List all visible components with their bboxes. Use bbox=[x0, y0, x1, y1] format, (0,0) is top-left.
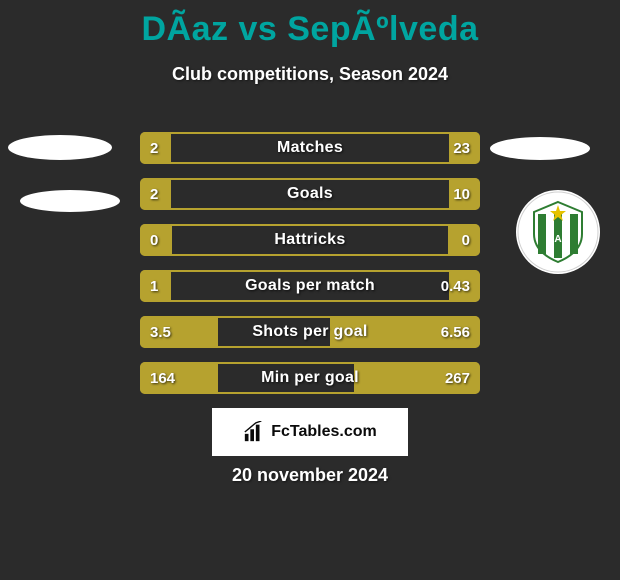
brand-box: FcTables.com bbox=[212, 408, 408, 456]
title-vs: vs bbox=[238, 10, 277, 48]
bar-outline bbox=[140, 132, 480, 164]
right-club-badge: CAB bbox=[516, 190, 600, 274]
bar-value-right: 23 bbox=[453, 132, 470, 164]
stat-row-goals-per-match: 10.43Goals per match bbox=[140, 270, 480, 302]
bar-value-left: 1 bbox=[150, 270, 158, 302]
bar-outline bbox=[140, 178, 480, 210]
stat-row-matches: 223Matches bbox=[140, 132, 480, 164]
stat-row-goals: 210Goals bbox=[140, 178, 480, 210]
left-logo-oval-1 bbox=[8, 135, 112, 160]
bar-outline bbox=[140, 224, 480, 256]
date-text: 20 november 2024 bbox=[0, 465, 620, 486]
left-logo-oval-2 bbox=[20, 190, 120, 212]
club-badge-icon: CAB bbox=[516, 190, 600, 274]
bar-value-right: 0 bbox=[462, 224, 470, 256]
page-title: DÃ­az vs SepÃºlveda bbox=[0, 10, 620, 49]
bar-outline bbox=[140, 270, 480, 302]
stat-row-shots-per-goal: 3.56.56Shots per goal bbox=[140, 316, 480, 348]
bar-value-left: 3.5 bbox=[150, 316, 171, 348]
stat-row-min-per-goal: 164267Min per goal bbox=[140, 362, 480, 394]
bar-value-left: 2 bbox=[150, 178, 158, 210]
bar-value-left: 0 bbox=[150, 224, 158, 256]
stat-row-hattricks: 00Hattricks bbox=[140, 224, 480, 256]
comparison-card: DÃ­az vs SepÃºlveda Club competitions, S… bbox=[0, 10, 620, 85]
bar-value-left: 2 bbox=[150, 132, 158, 164]
bar-value-right: 267 bbox=[445, 362, 470, 394]
subtitle: Club competitions, Season 2024 bbox=[0, 64, 620, 85]
right-logo-oval bbox=[490, 137, 590, 160]
bar-value-right: 6.56 bbox=[441, 316, 470, 348]
bar-value-left: 164 bbox=[150, 362, 175, 394]
bar-value-right: 0.43 bbox=[441, 270, 470, 302]
title-right: SepÃºlveda bbox=[287, 10, 478, 48]
brand-text: FcTables.com bbox=[271, 423, 377, 441]
bar-value-right: 10 bbox=[453, 178, 470, 210]
title-left: DÃ­az bbox=[141, 10, 228, 48]
fctables-chart-icon bbox=[243, 421, 265, 443]
stat-bars: 223Matches210Goals00Hattricks10.43Goals … bbox=[140, 132, 480, 408]
svg-text:CAB: CAB bbox=[547, 234, 569, 245]
